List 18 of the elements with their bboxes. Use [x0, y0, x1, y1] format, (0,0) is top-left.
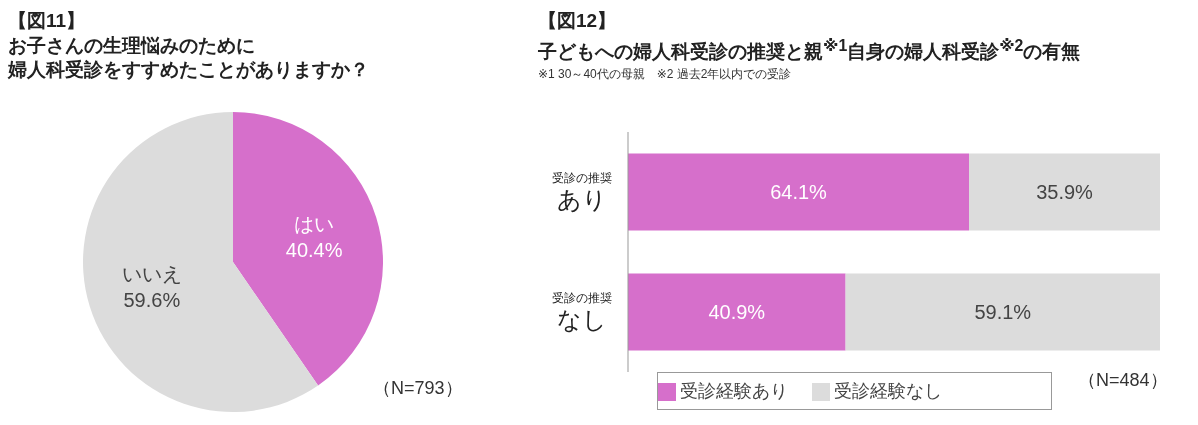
chart-title: 【図11】	[8, 9, 87, 33]
annotation: （N=484）	[1078, 369, 1168, 392]
text: ※1 30～40代の母親 ※2 過去2年以内での受診	[538, 66, 793, 84]
text: （N=793）	[373, 377, 463, 400]
legend-label: 受診経験なし	[834, 381, 942, 401]
slice-label: いいえ	[121, 263, 182, 286]
data-label: 64.1%	[770, 181, 828, 204]
slice-label: はい	[294, 212, 335, 235]
data-label: 59.6%	[123, 289, 181, 312]
chart-subtitle: 子どもへの婦人科受診の推奨と親$^{※1}$自身の婦人科受診$^{※2}$の有無	[538, 36, 1082, 65]
data-label: 40.4%	[285, 238, 343, 261]
legend-label: 受診経験あり	[680, 381, 788, 401]
data-label: 35.9%	[1036, 181, 1094, 204]
pie-slice	[233, 112, 383, 386]
data-label: 59.1%	[974, 301, 1032, 324]
chart-subtitle: お子さんの生理悩みのために婦人科受診をすすめたことがありますか？	[8, 34, 370, 82]
chart-title: 【図12】	[538, 9, 618, 33]
data-label: 40.9%	[708, 301, 766, 324]
